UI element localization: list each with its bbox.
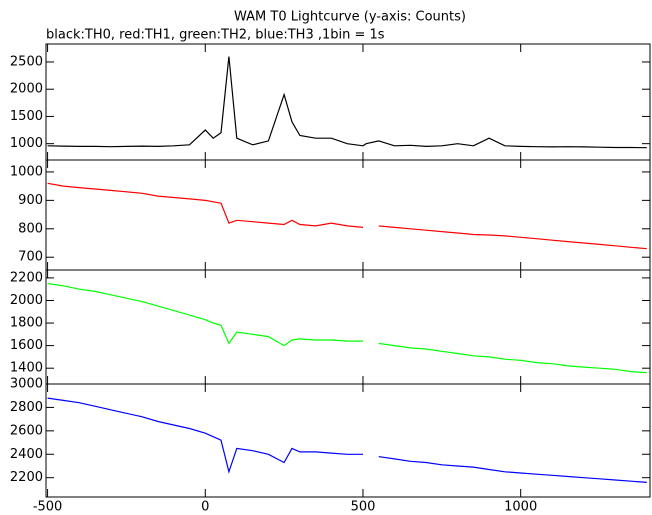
y-tick-label: 2500: [10, 54, 43, 69]
y-tick-label: 2000: [10, 293, 43, 308]
panel-frame: [45, 159, 651, 271]
light-curve: [47, 397, 647, 483]
y-tick-label: 800: [18, 221, 43, 236]
panel-frame: [45, 383, 651, 498]
chart-title: WAM T0 Lightcurve (y-axis: Counts): [234, 10, 466, 25]
y-tick-label: 1400: [10, 361, 43, 376]
y-tick-label: 1000: [10, 164, 43, 179]
panel-frame: [45, 269, 651, 385]
y-tick-label: 1500: [10, 109, 43, 124]
y-tick-label: 3000: [10, 377, 43, 392]
x-tick-label: -500: [33, 500, 63, 515]
y-tick-label: 1000: [10, 136, 43, 151]
light-curve: [47, 182, 647, 250]
y-tick-label: 700: [18, 250, 43, 265]
light-curve: [47, 56, 647, 149]
y-tick-label: 2200: [10, 470, 43, 485]
y-tick-label: 2800: [10, 400, 43, 415]
x-tick-label: 500: [351, 500, 376, 515]
chart-subtitle: black:TH0, red:TH1, green:TH2, blue:TH3 …: [46, 28, 385, 43]
y-tick-label: 2600: [10, 423, 43, 438]
y-tick-label: 2400: [10, 447, 43, 462]
x-tick-label: 1000: [504, 500, 537, 515]
x-tick-label: 0: [201, 500, 209, 515]
y-tick-label: 1800: [10, 316, 43, 331]
light-curve: [47, 282, 647, 374]
panel-frame: [45, 43, 651, 161]
y-tick-label: 2000: [10, 82, 43, 97]
y-tick-label: 1600: [10, 338, 43, 353]
y-tick-label: 900: [18, 193, 43, 208]
y-tick-label: 2200: [10, 270, 43, 285]
